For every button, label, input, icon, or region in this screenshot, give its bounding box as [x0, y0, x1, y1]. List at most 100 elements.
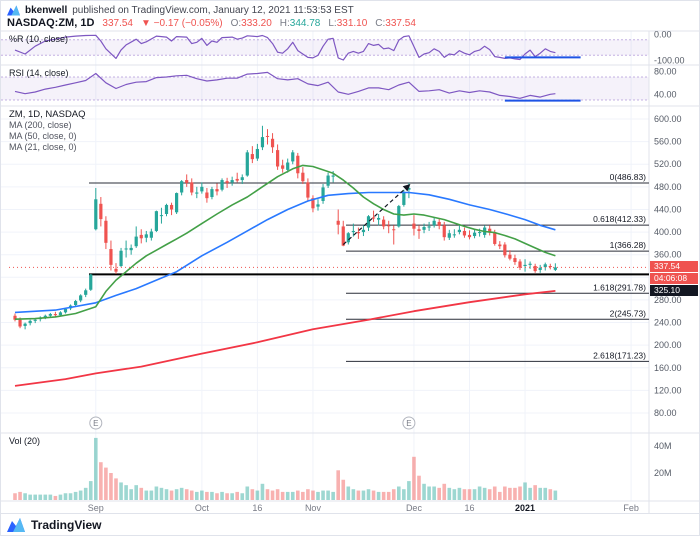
candle-body	[63, 308, 68, 313]
volume-bar	[316, 491, 320, 500]
candle-body	[286, 162, 290, 170]
candle-body	[89, 274, 93, 290]
time-axis-label: 2021	[515, 503, 535, 513]
volume-bar	[447, 487, 452, 500]
time-axis-label: Dec	[406, 503, 423, 513]
candle-body	[94, 199, 98, 230]
volume-bar	[402, 489, 406, 500]
volume-bar	[260, 483, 265, 500]
volume-bar	[301, 491, 305, 500]
volume-bar	[134, 485, 138, 500]
last-price-badge: 337.54	[650, 261, 698, 273]
price-axis-label: 280.00	[654, 295, 682, 305]
volume-bar	[548, 489, 553, 500]
volume-bar	[321, 490, 325, 500]
candle-body	[281, 165, 285, 169]
candle-body	[260, 137, 265, 148]
arrowhead	[402, 184, 411, 192]
volume-bar	[462, 489, 467, 500]
candle-body	[114, 268, 118, 272]
candle-body	[382, 219, 386, 227]
candle-body	[190, 182, 194, 193]
indicator-band	[1, 39, 649, 56]
volume-bar	[205, 491, 209, 500]
candle-body	[139, 234, 143, 239]
volume-bar	[53, 495, 58, 500]
volume-bar	[38, 494, 43, 500]
symbol-name[interactable]: NASDAQ:ZM, 1D	[7, 17, 95, 29]
volume-bar	[427, 486, 431, 500]
candle-body	[220, 180, 224, 190]
candle-body	[18, 319, 22, 327]
price-axis-label: 520.00	[654, 159, 682, 169]
volume-bar	[104, 467, 108, 500]
candle-body	[210, 189, 214, 198]
volume-bar	[230, 493, 234, 500]
candle-body	[144, 234, 148, 238]
volume-bar	[356, 490, 361, 500]
price-axis-label: 560.00	[654, 137, 682, 147]
volume-bar	[184, 489, 189, 500]
candle-body	[180, 181, 184, 193]
candle-body	[341, 226, 345, 246]
candle-body	[235, 178, 239, 181]
candle-body	[331, 175, 335, 177]
volume-bar	[518, 486, 522, 500]
candle-body	[538, 267, 542, 270]
volume-bar	[487, 489, 492, 500]
earnings-icon[interactable]	[402, 416, 416, 430]
volume-bar	[164, 489, 169, 500]
volume-bar	[48, 494, 53, 500]
volume-bar	[265, 489, 270, 500]
volume-bar	[144, 490, 149, 500]
tradingview-logo-icon[interactable]	[7, 4, 20, 17]
candle-body	[33, 319, 37, 321]
candle-body	[351, 230, 355, 233]
candle-body	[503, 244, 507, 256]
rsi-axis-label: 80.00	[654, 66, 677, 76]
candle-body	[129, 247, 133, 251]
price-axis-label: 80.00	[654, 408, 677, 418]
volume-bar	[386, 491, 391, 500]
indicator-band	[1, 77, 649, 100]
candle-body	[377, 217, 381, 220]
volume-bar	[336, 470, 340, 500]
volume-bar	[18, 491, 22, 500]
volume-bar	[88, 481, 93, 500]
candle-body	[392, 229, 396, 231]
candle-body	[185, 180, 189, 183]
level-price-badge: 325.10	[650, 285, 698, 297]
candle-body	[164, 204, 169, 214]
candle-body	[427, 226, 431, 228]
volume-bar	[306, 489, 310, 500]
volume-bar	[341, 479, 346, 500]
tradingview-logo-icon[interactable]	[7, 517, 25, 533]
brand-link[interactable]: TradingView	[31, 517, 102, 532]
volume-axis-label: 40M	[654, 441, 672, 451]
volume-bar	[200, 490, 204, 500]
candle-body	[498, 244, 502, 247]
dashed-arrow-trendline[interactable]	[342, 183, 411, 245]
candle-body	[417, 229, 421, 231]
volume-bar	[270, 490, 275, 500]
earnings-icon-label: E	[93, 419, 98, 428]
volume-bar	[477, 486, 482, 500]
volume-bar	[33, 494, 37, 500]
volume-bar	[250, 489, 255, 500]
volume-bar	[331, 491, 335, 500]
earnings-icon[interactable]	[89, 416, 103, 430]
candle-body	[265, 135, 270, 137]
time-axis-label: Sep	[88, 503, 104, 513]
candle-body	[442, 225, 446, 238]
volume-bar	[210, 491, 214, 500]
countdown-badge: 04:06:08	[650, 273, 698, 285]
author-link[interactable]: bkenwell	[25, 5, 68, 16]
candle-body	[366, 216, 371, 228]
close-value: C:337.54	[375, 18, 416, 29]
volume-bar	[366, 489, 371, 500]
candle-body	[488, 228, 492, 233]
candle-body	[195, 192, 199, 194]
volume-bar	[528, 487, 532, 500]
